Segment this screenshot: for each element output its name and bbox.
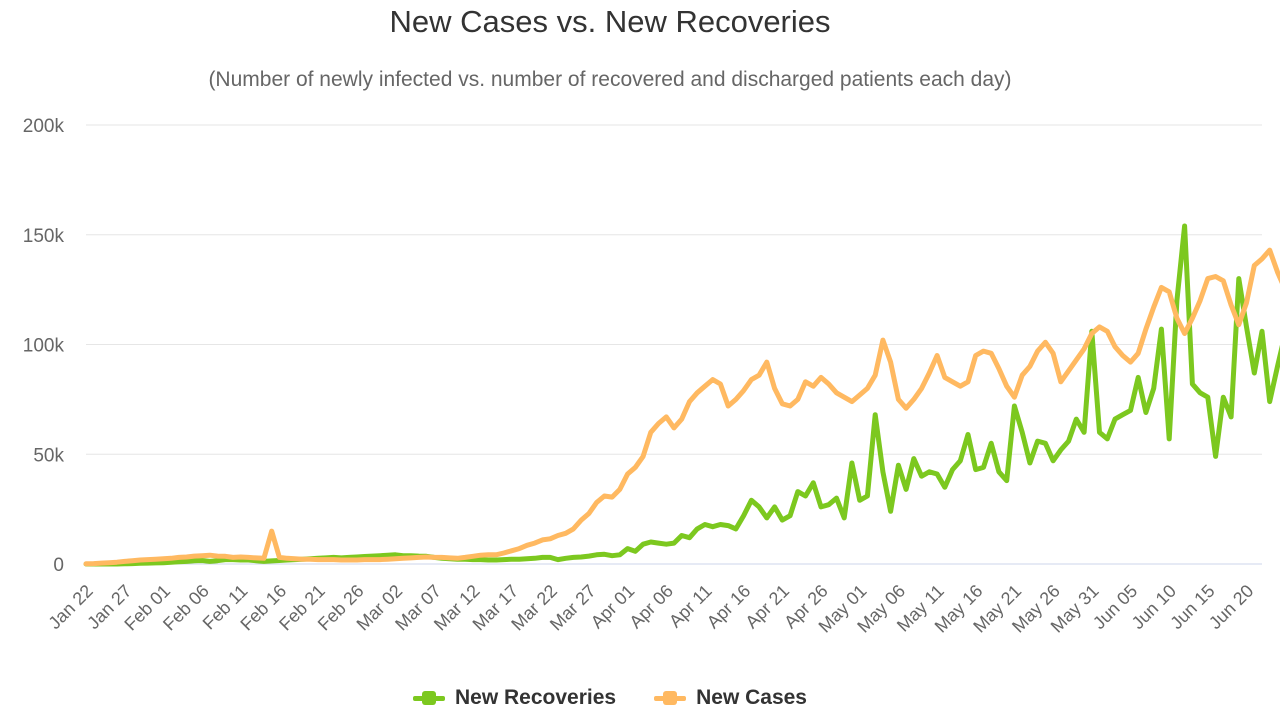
- x-tick-label: Apr 06: [625, 581, 677, 633]
- legend-symbol-new-recoveries: [413, 691, 445, 705]
- legend-item-new-recoveries[interactable]: New Recoveries: [413, 686, 616, 710]
- y-tick-label: 200k: [23, 116, 65, 137]
- x-tick-label: Jun 20: [1205, 581, 1257, 633]
- series-line-new-cases: [83, 247, 1280, 567]
- legend-label-new-recoveries: New Recoveries: [455, 686, 617, 709]
- y-tick-label: 100k: [23, 336, 65, 357]
- legend-dot-new-recoveries: [422, 691, 436, 705]
- y-tick-label: 0: [53, 555, 64, 576]
- legend-item-new-cases[interactable]: New Cases: [654, 686, 807, 710]
- legend-dot-new-cases: [663, 691, 678, 705]
- y-tick-label: 150k: [23, 226, 65, 247]
- y-tick-label: 50k: [33, 445, 64, 466]
- chart-subtitle: (Number of newly infected vs. number of …: [208, 68, 1012, 91]
- series-line-new-recoveries: [83, 223, 1280, 567]
- chart-legend: New Recoveries New Cases: [0, 686, 1220, 710]
- legend-symbol-new-cases: [654, 691, 687, 705]
- legend-label-new-cases: New Cases: [696, 686, 807, 709]
- chart-title: New Cases vs. New Recoveries: [389, 4, 831, 39]
